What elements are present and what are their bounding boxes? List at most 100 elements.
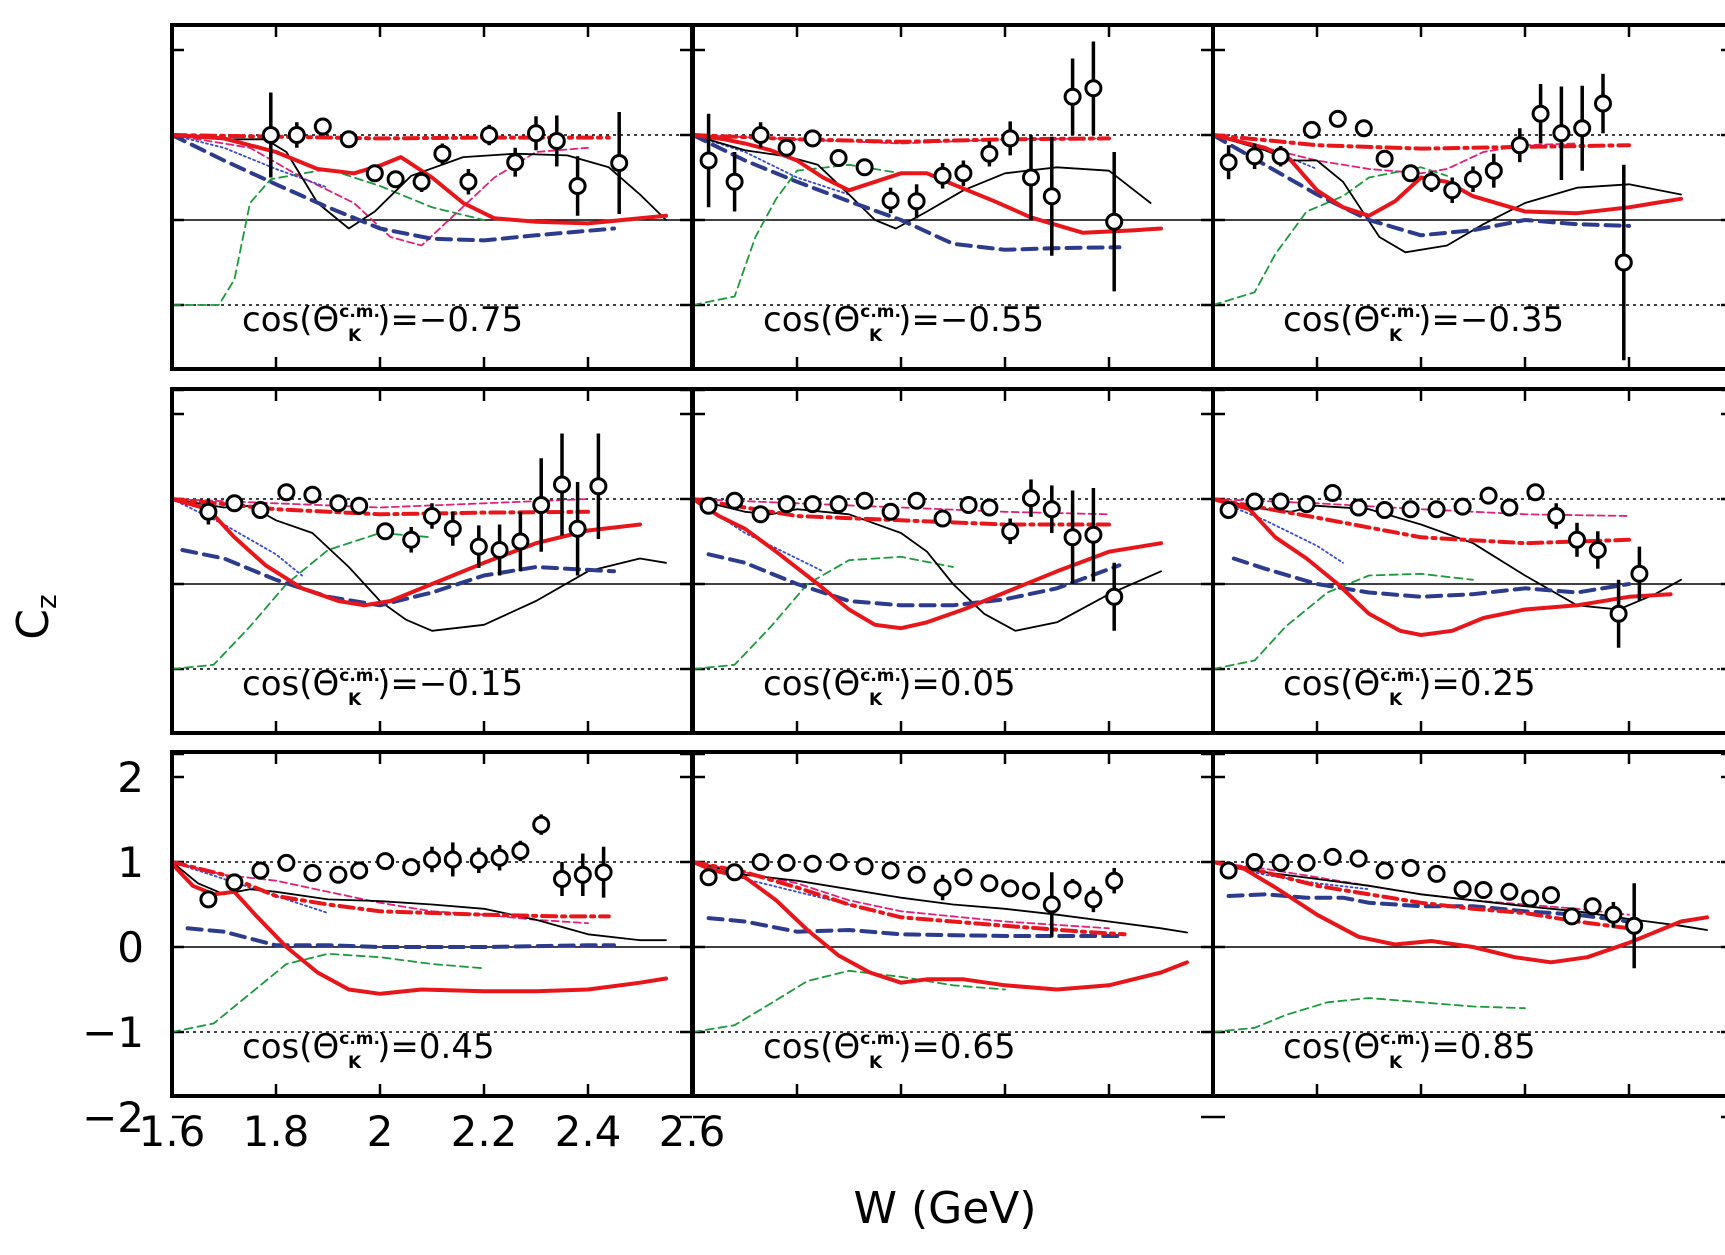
data-point bbox=[980, 144, 999, 163]
data-point bbox=[1453, 497, 1472, 516]
data-point bbox=[829, 148, 848, 167]
y-tick-label: −1 bbox=[82, 1008, 144, 1057]
data-point bbox=[402, 858, 421, 877]
data-point bbox=[423, 850, 441, 869]
data-point bbox=[1219, 501, 1238, 520]
label-mid: )= bbox=[1418, 300, 1460, 340]
data-point bbox=[1349, 849, 1368, 868]
data-point bbox=[855, 491, 874, 510]
data-point bbox=[553, 475, 571, 494]
label-value: −0.55 bbox=[940, 300, 1044, 340]
data-point bbox=[1500, 498, 1519, 517]
data-point bbox=[1063, 87, 1082, 106]
y-axis-label: Cz bbox=[8, 594, 63, 639]
panel-angle-label: cos(Θc.m. K)=0.45 bbox=[242, 1027, 495, 1073]
data-point bbox=[1453, 880, 1472, 899]
data-point bbox=[855, 158, 874, 177]
data-point bbox=[199, 890, 218, 909]
data-points bbox=[699, 853, 1124, 937]
x-tick-label: 1.8 bbox=[243, 1107, 310, 1156]
data-point bbox=[1500, 882, 1519, 901]
curve-green-dashed bbox=[1213, 997, 1526, 1033]
data-point bbox=[1022, 168, 1040, 187]
data-points bbox=[1219, 847, 1644, 969]
data-point bbox=[1271, 492, 1290, 511]
curve-black-thin bbox=[1213, 498, 1682, 611]
label-value: 0.45 bbox=[419, 1027, 495, 1067]
data-point bbox=[1422, 172, 1441, 191]
data-point bbox=[589, 477, 608, 496]
data-point bbox=[1302, 120, 1321, 139]
data-point bbox=[980, 874, 999, 893]
data-point bbox=[1022, 489, 1040, 508]
curve-magenta-dashed bbox=[693, 498, 1110, 516]
data-point bbox=[907, 192, 926, 211]
data-point bbox=[1625, 916, 1644, 935]
data-point bbox=[725, 863, 744, 882]
data-point bbox=[225, 494, 244, 513]
label-mid: )= bbox=[1418, 1027, 1460, 1067]
curve-blue-dashed bbox=[706, 552, 1122, 608]
data-point bbox=[1552, 124, 1571, 143]
label-prefix: cos(Θ bbox=[763, 1027, 860, 1067]
data-point bbox=[980, 498, 999, 517]
data-point bbox=[1542, 886, 1560, 905]
axes-labels: Cz W (GeV) 2 1 0 −1 −21.6 1.8 2 2.2 2.4 2.6 bbox=[8, 594, 1037, 1234]
panel-6: cos(Θc.m. K)=0.25 bbox=[1211, 387, 1725, 756]
data-point bbox=[251, 861, 270, 880]
label-subscript: K bbox=[348, 690, 362, 710]
panel-angle-label: cos(Θc.m. K)=0.25 bbox=[1283, 664, 1536, 710]
data-point bbox=[1594, 94, 1612, 113]
label-prefix: cos(Θ bbox=[1283, 300, 1380, 340]
label-superscript: c.m. bbox=[860, 1029, 901, 1049]
data-point bbox=[1354, 119, 1373, 138]
data-point bbox=[933, 878, 952, 897]
data-point bbox=[933, 509, 952, 528]
data-points bbox=[1219, 483, 1649, 648]
label-subscript: K bbox=[1389, 1053, 1403, 1073]
data-point bbox=[1001, 522, 1020, 541]
label-value: −0.75 bbox=[419, 300, 523, 340]
label-prefix: cos(Θ bbox=[242, 1027, 339, 1067]
data-point bbox=[480, 126, 499, 144]
curve-blue-dotted bbox=[172, 134, 329, 189]
panel-7: cos(Θc.m. K)=0.45 bbox=[170, 750, 694, 1119]
data-point bbox=[1401, 500, 1420, 519]
curve-red-solid bbox=[693, 133, 1163, 235]
data-point bbox=[1568, 530, 1586, 549]
panel-frame bbox=[1211, 387, 1725, 735]
data-point bbox=[532, 495, 551, 514]
curve-black-thin bbox=[172, 498, 667, 632]
panel-frame bbox=[1211, 23, 1725, 371]
data-point bbox=[803, 129, 822, 148]
label-prefix: cos(Θ bbox=[242, 300, 339, 340]
label-prefix: cos(Θ bbox=[1283, 1027, 1380, 1067]
data-point bbox=[251, 501, 270, 520]
data-point bbox=[443, 850, 462, 869]
data-point bbox=[1245, 492, 1264, 511]
curve-red-solid bbox=[693, 497, 1163, 631]
data-point bbox=[725, 491, 744, 510]
data-point bbox=[1105, 212, 1124, 231]
data-point bbox=[376, 852, 395, 871]
label-subscript: K bbox=[869, 326, 883, 346]
curve-red-solid bbox=[1213, 497, 1673, 637]
model-curves bbox=[693, 860, 1189, 1033]
data-point bbox=[1323, 484, 1342, 503]
label-superscript: c.m. bbox=[339, 666, 380, 686]
data-point bbox=[433, 144, 452, 163]
panel-9: cos(Θc.m. K)=0.85 bbox=[1211, 750, 1725, 1119]
data-point bbox=[1464, 170, 1482, 189]
data-point bbox=[490, 848, 509, 867]
data-point bbox=[1271, 147, 1290, 166]
data-point bbox=[954, 164, 973, 183]
curve-blue-dashed bbox=[185, 926, 616, 949]
data-point bbox=[303, 485, 322, 504]
panel-2: cos(Θc.m. K)=−0.55 bbox=[691, 23, 1215, 392]
label-superscript: c.m. bbox=[1380, 666, 1421, 686]
curve-blue-dashed bbox=[693, 133, 1122, 252]
data-point bbox=[803, 854, 822, 873]
curve-green-dashed bbox=[693, 969, 1006, 1033]
data-point bbox=[568, 519, 587, 538]
curve-red-solid bbox=[172, 861, 668, 996]
